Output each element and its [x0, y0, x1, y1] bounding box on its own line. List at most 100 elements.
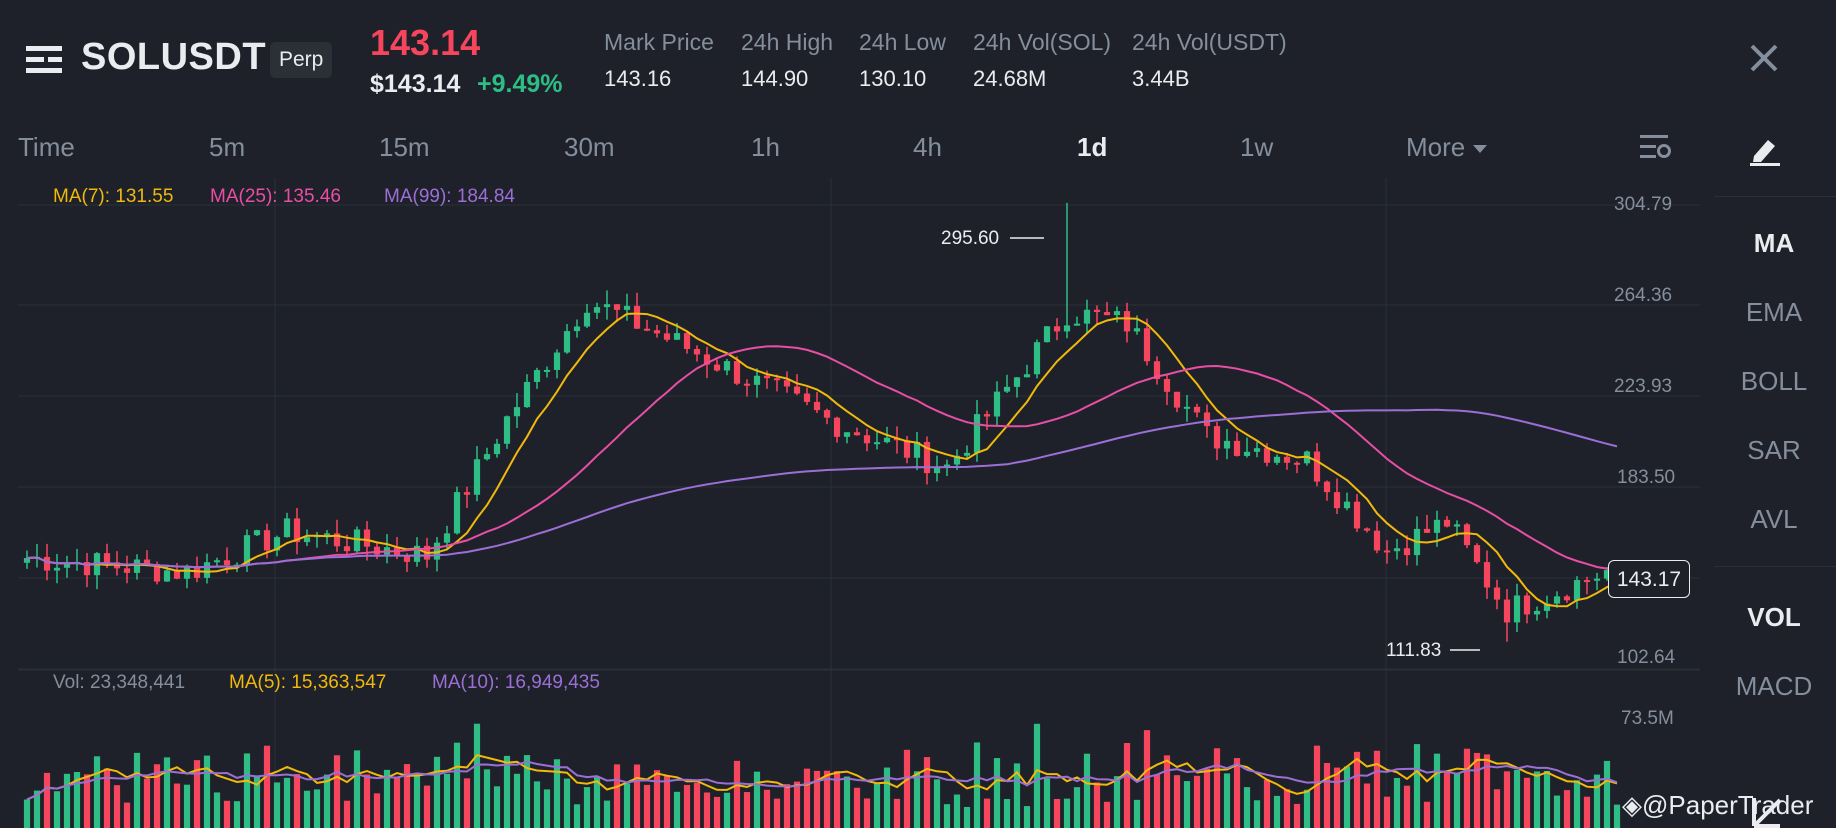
volume-bar	[43, 772, 51, 828]
volume-bar	[813, 770, 821, 828]
tab-5m[interactable]: 5m	[209, 132, 246, 162]
volume-bar	[1293, 803, 1301, 828]
expand-icon[interactable]	[1750, 790, 1790, 828]
indicator-ma[interactable]: MA	[1753, 228, 1795, 258]
ma7-legend: MA(7): 131.55	[53, 186, 174, 207]
candle	[1163, 379, 1171, 392]
tab-1d[interactable]: 1d	[1077, 132, 1108, 162]
volume-bar	[983, 798, 991, 828]
candle	[903, 440, 911, 458]
candle	[1583, 580, 1591, 583]
candle	[243, 535, 251, 565]
volume-bar	[623, 783, 631, 828]
stat-label: 24h High	[741, 29, 834, 55]
tab-30m[interactable]: 30m	[564, 132, 615, 162]
draw-tool-icon[interactable]	[1748, 134, 1782, 166]
contract-type-badge[interactable]: Perp	[270, 42, 333, 78]
tab-15m[interactable]: 15m	[379, 132, 430, 162]
volume-bar	[273, 782, 281, 828]
indicator-ema[interactable]: EMA	[1745, 297, 1803, 327]
candle	[993, 391, 1001, 417]
candle	[1123, 311, 1131, 332]
candle	[593, 307, 601, 313]
volume-bar	[173, 783, 181, 828]
volume-bar	[353, 750, 361, 828]
timeframe-label[interactable]: Time	[18, 132, 75, 162]
volume-bar	[403, 764, 411, 828]
volume-bar	[113, 785, 121, 828]
volume-bar	[1613, 804, 1621, 828]
menu-icon[interactable]	[26, 44, 62, 76]
tab-4h[interactable]: 4h	[913, 132, 942, 162]
candle	[723, 361, 731, 371]
volume-bar	[1003, 799, 1011, 828]
volume-bar	[913, 771, 921, 828]
more-dropdown[interactable]: More	[1406, 132, 1488, 163]
candle	[943, 464, 951, 468]
candle	[223, 560, 231, 566]
candle	[933, 467, 941, 474]
volume-bar	[1143, 730, 1151, 828]
volume-bar	[1233, 758, 1241, 828]
volume-bar	[83, 774, 91, 828]
candle	[433, 542, 441, 560]
tab-1w[interactable]: 1w	[1240, 132, 1274, 162]
indicator-vol[interactable]: VOL	[1747, 602, 1801, 632]
header: SOLUSDT Perp 143.14 $143.14 +9.49% Mark …	[0, 0, 1836, 120]
indicator-sar[interactable]: SAR	[1747, 435, 1801, 465]
candle	[193, 567, 201, 578]
more-label: More	[1406, 132, 1466, 162]
candle	[483, 454, 491, 460]
indicator-boll[interactable]: BOLL	[1740, 366, 1808, 396]
volume-bar	[203, 755, 211, 828]
volume-bar	[963, 806, 971, 828]
candle	[153, 563, 161, 582]
candle	[853, 432, 861, 436]
vol-ma10-line	[26, 760, 1618, 801]
volume-bar	[933, 779, 941, 828]
candle	[953, 455, 961, 465]
volume-bar	[1463, 748, 1471, 828]
indicator-macd[interactable]: MACD	[1735, 671, 1813, 701]
volume-bar	[1163, 755, 1171, 828]
candle	[843, 432, 851, 437]
chart-settings-icon[interactable]	[1640, 133, 1672, 161]
candle	[163, 570, 171, 582]
volume-bar	[923, 757, 931, 828]
volume-bar	[183, 784, 191, 828]
volume-bar	[1183, 781, 1191, 828]
candle	[1393, 548, 1401, 552]
price-axis-label: 183.50	[1617, 467, 1676, 488]
volume-bar	[723, 792, 731, 828]
volume-bar	[1133, 799, 1141, 828]
volume-bar	[413, 773, 421, 828]
candlestick-chart[interactable]	[0, 178, 1712, 828]
volume-bar	[563, 778, 571, 828]
volume-bar	[1323, 762, 1331, 828]
candle	[913, 441, 921, 458]
volume-bar	[133, 752, 141, 828]
close-icon[interactable]	[1748, 42, 1780, 74]
candle	[123, 568, 131, 573]
candle	[673, 333, 681, 340]
volume-bar	[513, 773, 521, 828]
candle	[1593, 578, 1601, 581]
volume-bar	[1563, 790, 1571, 828]
high-marker: 295.60	[941, 228, 1000, 249]
candle	[1183, 406, 1191, 409]
volume-bar	[233, 801, 241, 828]
indicator-sidebar	[1712, 120, 1836, 828]
indicator-avl[interactable]: AVL	[1750, 504, 1798, 534]
candle	[1313, 451, 1321, 482]
volume-bar	[473, 723, 481, 828]
tab-1h[interactable]: 1h	[751, 132, 780, 162]
candle	[1463, 524, 1471, 546]
low-marker: 111.83	[1386, 640, 1442, 661]
symbol-title[interactable]: SOLUSDT	[81, 36, 267, 78]
volume-bar	[1423, 801, 1431, 828]
candle	[823, 410, 831, 418]
volume-bar	[793, 781, 801, 828]
candle	[1243, 451, 1251, 456]
candle	[1483, 562, 1491, 588]
candle	[573, 326, 581, 332]
